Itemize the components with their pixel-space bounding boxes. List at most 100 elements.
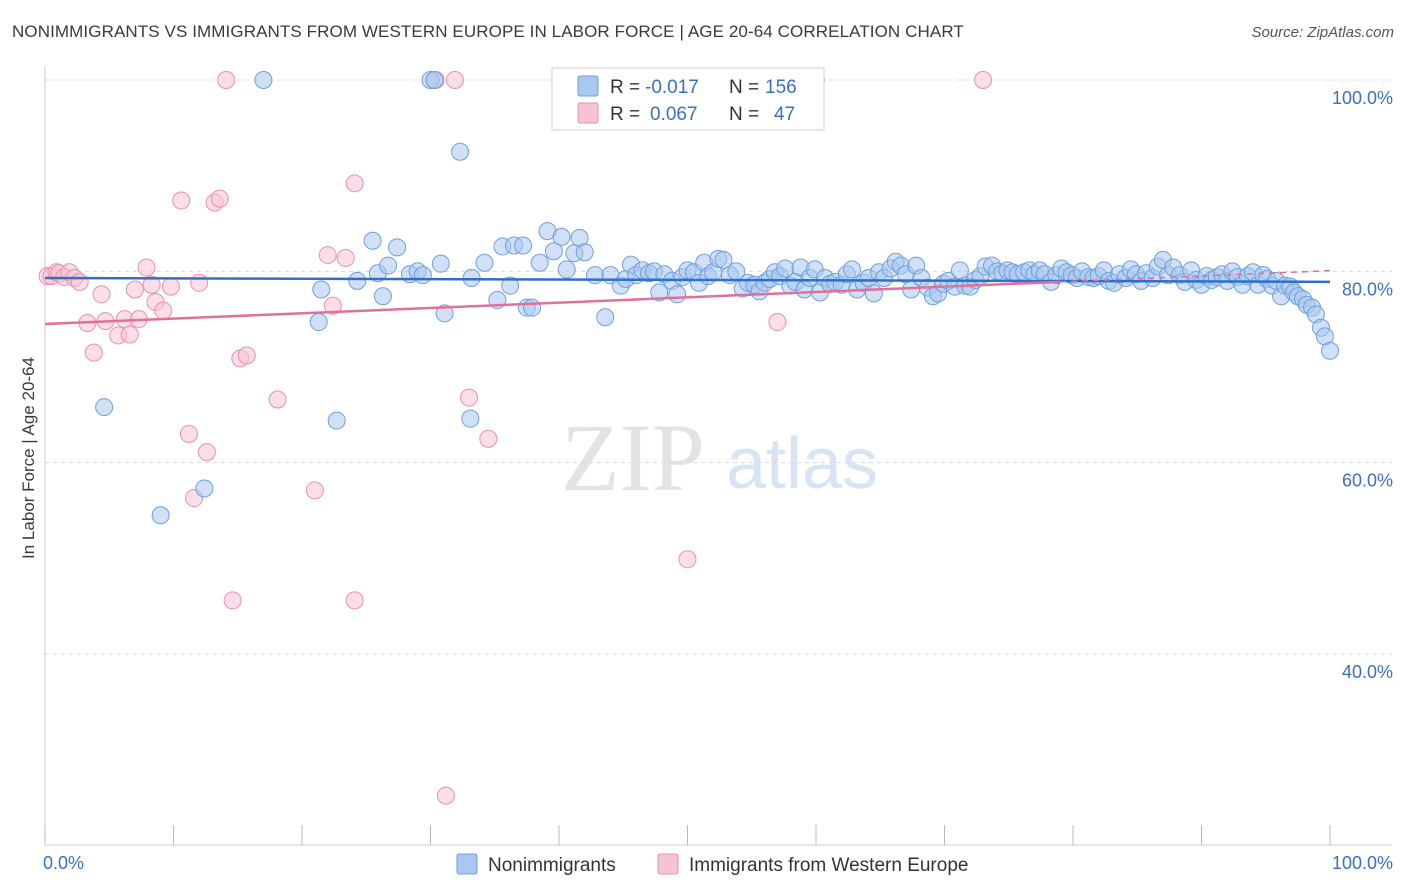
nonimmigrants-point xyxy=(327,411,346,430)
nonimmigrants-point xyxy=(552,227,571,246)
immigrants-point xyxy=(445,71,464,89)
immigrants-point xyxy=(345,174,364,193)
nonimmigrants-point xyxy=(388,238,407,257)
nonimmigrants-point xyxy=(596,308,615,327)
immigrants-point xyxy=(197,443,216,462)
correlation-legend: R = -0.017 N = 156 R = 0.067 N = 47 xyxy=(551,67,825,131)
immigrants-point xyxy=(84,343,103,362)
nonimmigrants-point xyxy=(348,271,367,290)
source-credit: Source: ZipAtlas.com xyxy=(1251,24,1394,41)
nonimmigrants-point xyxy=(431,254,450,273)
immigrants-point xyxy=(70,272,89,291)
nonimmigrants-point xyxy=(151,506,170,525)
nonimmigrants-point xyxy=(714,250,733,269)
immigrants-point xyxy=(179,424,198,443)
immigrants-point xyxy=(678,550,697,569)
immigrants-point xyxy=(154,301,173,320)
legend-n-label-2: N = xyxy=(729,104,759,125)
nonimmigrants-point xyxy=(195,479,214,498)
legend-r-value-2: 0.067 xyxy=(650,104,698,125)
immigrants-point xyxy=(142,275,161,294)
nonimmigrants-point xyxy=(461,409,480,428)
legend-r-label-1: R = xyxy=(610,77,640,98)
nonimmigrants-point xyxy=(514,236,533,255)
immigrants-point xyxy=(345,591,364,610)
chart-title: NONIMMIGRANTS VS IMMIGRANTS FROM WESTERN… xyxy=(12,22,964,41)
series-nonimmigrants-points xyxy=(95,71,1339,525)
legend-r-value-1: -0.017 xyxy=(645,77,699,98)
legend-n-value-2: 47 xyxy=(774,104,795,125)
axes xyxy=(44,66,1392,846)
immigrants-point xyxy=(125,280,144,299)
nonimmigrants-point xyxy=(462,269,481,288)
x-tick-label-1: 100.0% xyxy=(1332,853,1393,873)
legend-swatch-blue xyxy=(577,75,599,97)
y-axis-label: In Labor Force | Age 20-64 xyxy=(19,357,38,559)
nonimmigrants-point xyxy=(312,280,331,299)
immigrants-point xyxy=(210,189,229,208)
y-tick-label-2: 60.0% xyxy=(1342,471,1393,491)
y-tick-label-1: 80.0% xyxy=(1342,279,1393,299)
nonimmigrants-point xyxy=(523,298,542,317)
nonimmigrants-point xyxy=(1321,341,1339,360)
nonimmigrants-point xyxy=(842,260,861,279)
immigrants-point xyxy=(172,191,191,210)
immigrants-point xyxy=(137,258,156,277)
legend-n-label-1: N = xyxy=(729,77,759,98)
immigrants-point xyxy=(92,285,111,304)
nonimmigrants-point xyxy=(363,231,382,250)
nonimmigrants-point xyxy=(475,253,494,272)
bottom-legend-swatch-blue xyxy=(456,853,478,875)
immigrants-point xyxy=(217,71,236,89)
x-tick-label-0: 0.0% xyxy=(43,853,84,873)
nonimmigrants-point xyxy=(425,71,444,89)
nonimmigrants-point xyxy=(668,285,687,304)
immigrants-point xyxy=(305,481,324,500)
trend-lines xyxy=(44,269,1331,326)
nonimmigrants-point xyxy=(864,284,883,303)
watermark-atlas: atlas xyxy=(726,424,878,504)
immigrants-point xyxy=(120,325,139,344)
immigrants-point xyxy=(237,346,256,365)
nonimmigrants-point xyxy=(379,256,398,275)
nonimmigrants-point xyxy=(530,253,549,272)
nonimmigrants-point xyxy=(544,242,563,261)
nonimmigrants-point xyxy=(575,243,594,262)
immigrants-point xyxy=(336,248,355,267)
nonimmigrants-point xyxy=(451,142,470,161)
tick-labels: 100.0% 80.0% 60.0% 40.0% 0.0% 100.0% xyxy=(43,88,1393,873)
nonimmigrants-point xyxy=(650,283,669,302)
bottom-legend-label-immigrants: Immigrants from Western Europe xyxy=(689,855,968,876)
immigrants-point xyxy=(768,313,787,332)
immigrants-point xyxy=(190,273,209,292)
legend-r-label-2: R = xyxy=(610,104,640,125)
series-legend: Nonimmigrants Immigrants from Western Eu… xyxy=(456,853,968,876)
immigrants-point xyxy=(479,429,498,448)
immigrants-point xyxy=(161,277,180,296)
nonimmigrants-point xyxy=(95,398,114,417)
nonimmigrants-point xyxy=(254,71,273,89)
immigrants-trend-extension xyxy=(1060,269,1331,283)
nonimmigrants-point xyxy=(413,266,432,285)
nonimmigrants-point xyxy=(501,276,520,295)
immigrants-point xyxy=(460,388,479,407)
nonimmigrants-point xyxy=(950,261,969,280)
nonimmigrants-point xyxy=(435,304,454,323)
immigrants-point xyxy=(323,296,342,315)
watermark-zip: ZIP xyxy=(561,404,705,511)
nonimmigrants-point xyxy=(309,313,328,332)
immigrants-point xyxy=(974,71,993,89)
y-tick-label-0: 100.0% xyxy=(1332,88,1393,108)
immigrants-point xyxy=(318,246,337,265)
y-tick-label-3: 40.0% xyxy=(1342,662,1393,682)
legend-swatch-pink xyxy=(577,102,599,124)
immigrants-trend-line xyxy=(44,280,1061,326)
bottom-legend-label-nonimmigrants: Nonimmigrants xyxy=(488,855,616,876)
nonimmigrants-point xyxy=(585,266,604,285)
legend-n-value-1: 156 xyxy=(765,77,797,98)
nonimmigrants-trend-line xyxy=(44,276,1331,284)
immigrants-point xyxy=(436,786,455,805)
immigrants-point xyxy=(268,390,287,409)
grid-lines xyxy=(45,79,1392,655)
